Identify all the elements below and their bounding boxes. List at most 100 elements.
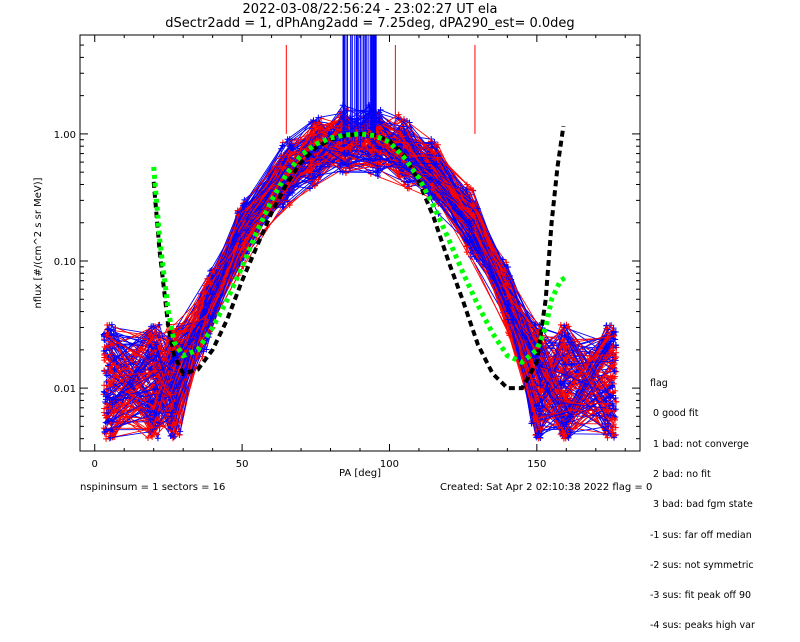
flux-point — [374, 143, 381, 150]
flux-point — [345, 161, 352, 168]
flux-point — [173, 406, 180, 413]
flux-point — [504, 293, 511, 300]
flux-point — [401, 129, 408, 136]
flux-point — [205, 321, 212, 328]
flux-point — [562, 361, 569, 368]
legend-item: -2 sus: not symmetric — [650, 559, 754, 571]
flux-curve — [111, 158, 614, 412]
flux-point — [605, 420, 612, 427]
flux-point — [602, 427, 609, 434]
flux-point — [103, 414, 110, 421]
footer-left: nspininsum = 1 sectors = 16 — [80, 482, 226, 493]
flux-curve — [106, 158, 613, 423]
flux-point — [154, 435, 161, 442]
flux-point — [463, 186, 470, 193]
fit-curves — [151, 125, 568, 391]
flux-point — [307, 157, 314, 164]
flux-point — [207, 287, 214, 294]
flux-point — [563, 421, 570, 428]
flux-point — [306, 185, 313, 192]
flux-point — [150, 372, 157, 379]
flux-point — [168, 413, 175, 420]
flux-point — [567, 339, 574, 346]
flux-point — [466, 238, 473, 245]
flux-point — [502, 267, 509, 274]
flux-point — [311, 121, 318, 128]
flux-point — [167, 360, 174, 367]
y-tick-label: 1.00 — [54, 130, 76, 141]
flux-point — [558, 385, 565, 392]
flux-point — [152, 328, 159, 335]
flux-point — [609, 426, 616, 433]
flux-point — [149, 334, 156, 341]
flux-point — [504, 316, 511, 323]
legend-item: -4 sus: peaks high var — [650, 620, 755, 632]
legend-item: -1 sus: far off median — [650, 529, 752, 541]
flux-curve — [108, 149, 607, 427]
flux-point — [429, 182, 436, 189]
flux-point — [202, 316, 209, 323]
y-tick-label: 0.10 — [54, 257, 76, 268]
flux-point — [469, 202, 476, 209]
flux-point — [470, 213, 477, 220]
flux-point — [608, 347, 615, 354]
flux-point — [536, 362, 543, 369]
flux-point — [559, 420, 566, 427]
x-tick-label: 100 — [380, 459, 399, 470]
flux-point — [367, 147, 374, 154]
flux-point — [244, 215, 251, 222]
flux-point — [310, 132, 317, 139]
flux-point — [560, 338, 567, 345]
flux-point — [464, 219, 471, 226]
flux-point — [106, 367, 113, 374]
flux-point — [567, 407, 574, 414]
flux-point — [285, 162, 292, 169]
flux-point — [604, 334, 611, 341]
flux-curve — [113, 138, 608, 405]
flux-point — [533, 403, 540, 410]
legend-item: 0 good fit — [650, 408, 699, 420]
flux-point — [235, 233, 242, 240]
flux-point — [396, 130, 403, 137]
flux-point — [557, 378, 564, 385]
flux-point — [563, 357, 570, 364]
flux-point — [557, 367, 564, 374]
flux-point — [315, 176, 322, 183]
flux-point — [101, 344, 108, 351]
flux-point — [395, 111, 402, 118]
chart-subtitle: dSectr2add = 1, dPhAng2add = 7.25deg, dP… — [165, 16, 575, 31]
flux-point — [567, 413, 574, 420]
flux-point — [106, 405, 113, 412]
flux-point — [103, 372, 110, 379]
flux-point — [101, 389, 108, 396]
flux-point — [607, 412, 614, 419]
flux-point — [612, 355, 619, 362]
flux-point — [308, 169, 315, 176]
flux-point — [463, 243, 470, 250]
flux-point — [604, 400, 611, 407]
flux-point — [286, 202, 293, 209]
flux-point — [149, 433, 156, 440]
legend-title: flag — [650, 378, 668, 390]
flux-point — [396, 162, 403, 169]
flux-point — [152, 341, 159, 348]
flux-point — [154, 375, 161, 382]
fit-curve-black — [151, 125, 566, 391]
flux-point — [609, 343, 616, 350]
flux-point — [536, 367, 543, 374]
axes: 0 50 100 150 0.01 0.10 1.00 — [54, 34, 640, 470]
flux-point — [396, 173, 403, 180]
flux-point — [404, 179, 411, 186]
chart-canvas: 0 50 100 150 0.01 0.10 1.00 PA [deg] nflux [#/… — [33, 34, 641, 479]
flux-point — [110, 372, 117, 379]
flux-point — [104, 418, 111, 425]
fit-curve-green — [151, 131, 568, 366]
flux-point — [318, 115, 325, 122]
flux-point — [602, 417, 609, 424]
footer-right: Created: Sat Apr 2 02:10:38 2022 flag = … — [440, 482, 653, 493]
flux-point — [145, 434, 152, 441]
flux-point — [337, 168, 344, 175]
flux-point — [315, 114, 322, 121]
flux-point — [151, 403, 158, 410]
flux-point — [169, 409, 176, 416]
